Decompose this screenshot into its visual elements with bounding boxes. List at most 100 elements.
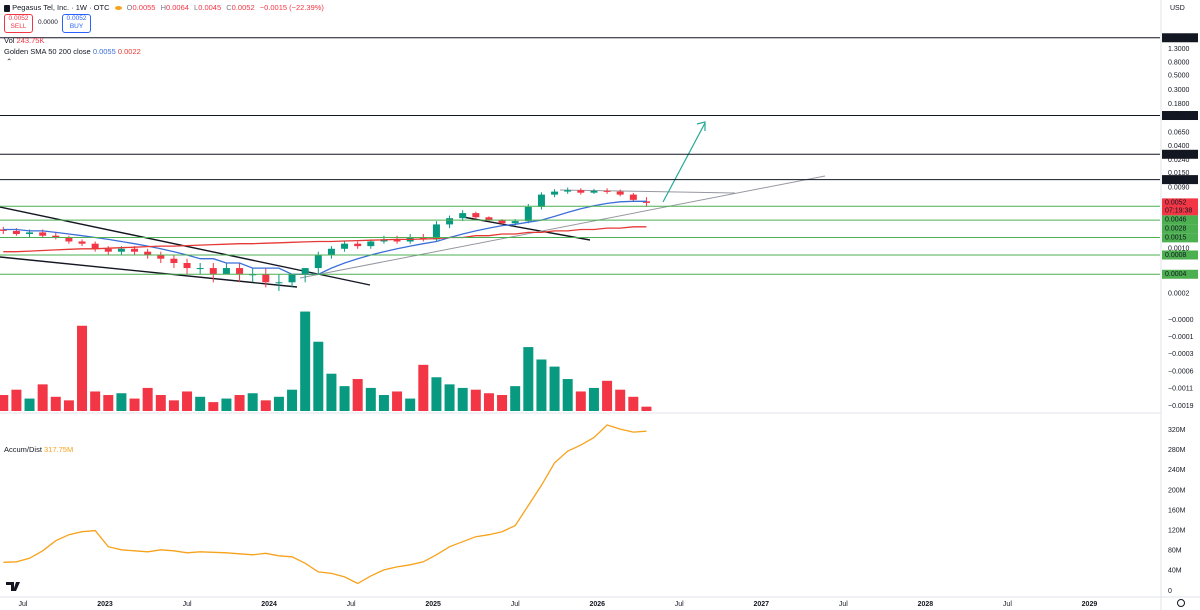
ohlc-value: 0.0064 bbox=[165, 3, 189, 12]
volume-bar bbox=[155, 395, 166, 411]
candle-body bbox=[603, 190, 611, 192]
y-tick-label: 40M bbox=[1168, 568, 1182, 575]
ohlc-key: C bbox=[226, 3, 232, 12]
volume-bar bbox=[50, 396, 61, 411]
ohlc-key: O bbox=[126, 3, 133, 12]
candle-body bbox=[275, 282, 283, 284]
x-tick-label: 2025 bbox=[425, 601, 441, 608]
candle-body bbox=[498, 220, 506, 224]
change: −0.0015 (−22.39%) bbox=[259, 3, 324, 12]
sell-button[interactable]: 0.0052 SELL bbox=[4, 14, 33, 33]
price-label-box bbox=[1162, 215, 1198, 225]
volume-bar bbox=[628, 396, 639, 411]
buy-button[interactable]: 0.0052 BUY bbox=[62, 14, 91, 33]
x-tick-label: Jul bbox=[183, 601, 192, 608]
price-label: 0.0298 bbox=[1165, 151, 1187, 158]
price-label: 0.0028 bbox=[1165, 226, 1187, 233]
volume-bar bbox=[549, 366, 560, 411]
candle-body bbox=[327, 248, 335, 255]
volume-bar bbox=[37, 384, 48, 411]
x-tick-label: 2028 bbox=[918, 601, 934, 608]
ohlc-value: 0.0055 bbox=[132, 3, 156, 12]
volume-axis-label: −0.0003 bbox=[1168, 351, 1194, 358]
volume-bar bbox=[195, 396, 206, 411]
legend-value: 317.75M bbox=[44, 445, 74, 454]
candle-body bbox=[91, 243, 99, 249]
candle-body bbox=[209, 268, 217, 275]
settings-icon[interactable] bbox=[1177, 599, 1185, 607]
candle-body bbox=[262, 274, 270, 283]
volume-bar bbox=[182, 391, 193, 411]
candle-body bbox=[616, 191, 624, 195]
price-label: 0.0046 bbox=[1165, 217, 1187, 224]
candle-body bbox=[459, 213, 467, 219]
ohlc-value: 0.0052 bbox=[231, 3, 255, 12]
volume-bar bbox=[536, 359, 547, 411]
volume-bar bbox=[615, 389, 626, 411]
trend-line bbox=[559, 189, 736, 194]
volume-bar bbox=[260, 400, 271, 411]
volume-bar bbox=[63, 400, 74, 411]
volume-bar bbox=[497, 395, 508, 411]
candle-body bbox=[222, 268, 230, 275]
x-tick-label: 2024 bbox=[261, 601, 277, 608]
volume-bar bbox=[24, 398, 35, 411]
volume-bar bbox=[129, 398, 140, 411]
price-label-box bbox=[1162, 224, 1198, 234]
candle-body bbox=[511, 221, 519, 224]
legend-value: 0.0055 bbox=[92, 47, 116, 56]
status-icon[interactable] bbox=[114, 6, 122, 11]
price-label-box bbox=[1162, 233, 1198, 243]
sell-label: SELL bbox=[10, 23, 27, 30]
y-tick-label: 0.0090 bbox=[1168, 184, 1190, 191]
y-tick-label: 80M bbox=[1168, 548, 1182, 555]
volume-bar bbox=[431, 377, 442, 411]
legend-value: 243.75K bbox=[16, 36, 45, 45]
y-tick-label: 120M bbox=[1168, 527, 1186, 534]
price-label: 0.0120 bbox=[1165, 176, 1187, 183]
y-tick-label: 0.1800 bbox=[1168, 101, 1190, 108]
volume-bar bbox=[470, 389, 481, 411]
y-tick-label: 160M bbox=[1168, 507, 1186, 514]
volume-bar bbox=[483, 393, 494, 411]
candle-body bbox=[446, 218, 454, 225]
volume-bar bbox=[313, 341, 324, 411]
x-tick-label: Jul bbox=[839, 601, 848, 608]
candle-body bbox=[551, 191, 559, 195]
tradingview-logo bbox=[6, 582, 20, 591]
candle-body bbox=[26, 232, 34, 235]
volume-bar bbox=[405, 398, 416, 411]
ohlc-key: L bbox=[194, 3, 199, 12]
volume-axis-label: −0.0006 bbox=[1168, 368, 1194, 375]
price-label-box bbox=[1162, 250, 1198, 260]
candle-body bbox=[78, 241, 86, 244]
collapse-toggle[interactable]: ⌃ bbox=[6, 57, 13, 66]
volume-bar bbox=[90, 391, 101, 411]
candle-body bbox=[104, 248, 112, 252]
candle-body bbox=[432, 224, 440, 240]
volume-bar bbox=[575, 391, 586, 411]
volume-bar bbox=[77, 325, 88, 411]
legend-label: Accum/Dist bbox=[4, 445, 42, 454]
candle-body bbox=[196, 268, 204, 270]
candle-body bbox=[577, 190, 585, 193]
candle-body bbox=[485, 217, 493, 221]
candle-body bbox=[12, 230, 20, 235]
y-tick-label: 0.0240 bbox=[1168, 157, 1190, 164]
price-label-box bbox=[1162, 33, 1198, 43]
price-label-box bbox=[1162, 198, 1198, 216]
currency: USD bbox=[1170, 5, 1185, 12]
buy-label: BUY bbox=[69, 23, 84, 30]
volume-bar bbox=[339, 386, 350, 411]
volume-bar bbox=[418, 364, 429, 411]
y-tick-label: 280M bbox=[1168, 447, 1186, 454]
price-label-box bbox=[1162, 149, 1198, 159]
volume-bar bbox=[247, 393, 258, 411]
candle-body bbox=[301, 268, 309, 275]
candle-body bbox=[590, 190, 598, 193]
y-tick-label: 200M bbox=[1168, 487, 1186, 494]
price-label: 1.9600 bbox=[1165, 35, 1187, 42]
volume-bar bbox=[326, 373, 337, 411]
ohlc-value: 0.0045 bbox=[198, 3, 222, 12]
price-label-box bbox=[1162, 269, 1198, 279]
